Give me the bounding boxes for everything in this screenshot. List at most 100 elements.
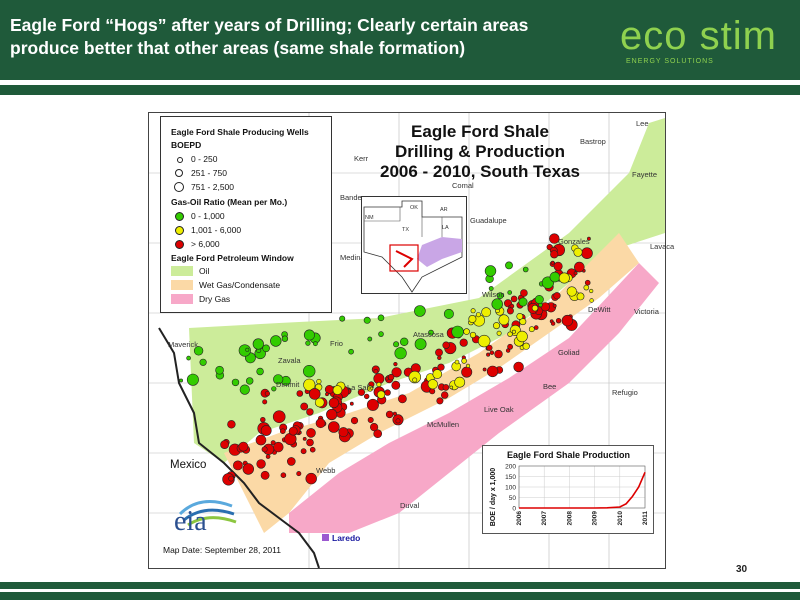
footer-bar-top: [0, 582, 800, 589]
well-marker: [520, 289, 528, 297]
well-marker: [256, 367, 264, 376]
well-marker: [256, 459, 266, 469]
well-marker: [385, 410, 394, 419]
county-label-kerr: Kerr: [354, 154, 369, 163]
county-label-refugio: Refugio: [612, 388, 638, 397]
well-marker: [408, 370, 421, 384]
well-marker: [573, 271, 578, 276]
well-marker: [573, 247, 583, 257]
well-marker: [459, 338, 468, 347]
well-marker: [511, 329, 516, 334]
well-marker: [303, 365, 316, 378]
wells-layer: [179, 233, 594, 486]
legend-gor-1: 0 - 1,000: [191, 211, 225, 221]
well-marker: [377, 314, 385, 322]
chart-ytick-label: 100: [505, 485, 516, 492]
well-marker: [314, 397, 325, 408]
well-marker: [482, 367, 487, 372]
chart-ytick-label: 50: [509, 495, 517, 502]
production-chart: Eagle Ford Shale Production 0 50 100 150 200…: [482, 445, 654, 534]
legend-gor-2: 1,001 - 6,000: [191, 225, 242, 235]
well-marker: [454, 376, 466, 388]
header-divider: [0, 85, 800, 95]
well-marker: [271, 386, 277, 392]
well-marker: [391, 380, 401, 390]
legend-heading-wells: Eagle Ford Shale Producing Wells: [171, 127, 309, 137]
well-marker: [436, 397, 444, 405]
well-marker: [486, 344, 493, 351]
map-title: Eagle Ford Shale Drilling & Production 2…: [370, 122, 590, 182]
title-line-1: Eagle Ford “Hogs” after years of Drillin…: [10, 15, 529, 35]
well-marker: [437, 363, 445, 371]
eia-text: eia: [174, 506, 207, 537]
map-title-line-1: Eagle Ford Shale: [411, 122, 549, 141]
laredo-text: Laredo: [332, 533, 361, 543]
well-marker: [261, 446, 268, 453]
well-marker: [305, 472, 317, 485]
page-number: 30: [736, 564, 748, 575]
well-marker: [242, 463, 255, 475]
well-marker: [549, 233, 560, 244]
chart-canvas: 0 50 100 150 200 2006 2007 2008 2009 2010 2011 BOE …: [490, 464, 649, 527]
well-marker: [492, 322, 500, 330]
well-marker: [270, 335, 282, 347]
county-label-guadalupe: Guadalupe: [470, 216, 507, 225]
county-label-lee: Lee: [636, 119, 649, 128]
well-marker: [429, 388, 436, 395]
county-label-atascosa: Atascosa: [413, 330, 444, 339]
well-marker: [220, 440, 229, 449]
county-label-bee: Bee: [543, 382, 557, 391]
well-marker: [555, 318, 562, 324]
county-label-live-oak: Live Oak: [484, 405, 514, 414]
well-marker: [350, 417, 359, 425]
title-line-2: produce better that other areas (same sh…: [10, 38, 466, 58]
county-label-lavaca: Lavaca: [650, 242, 675, 251]
well-marker: [478, 334, 491, 348]
well-marker: [367, 416, 374, 423]
chart-ytick-label: 200: [505, 464, 516, 471]
well-marker: [303, 378, 316, 391]
well-marker: [303, 329, 315, 341]
well-marker: [435, 348, 443, 357]
well-marker: [481, 307, 492, 318]
well-marker: [581, 247, 593, 259]
chart-xtick-label: 2007: [541, 511, 548, 526]
well-marker: [507, 331, 513, 337]
inset-map: NM OK AR TX LA: [361, 196, 467, 294]
well-marker: [518, 297, 528, 307]
map-title-line-3: 2006 - 2010, South Texas: [379, 162, 580, 181]
county-label-gonzales: Gonzales: [558, 237, 590, 246]
county-label-dewitt: DeWitt: [588, 305, 611, 314]
chart-xtick-label: 2010: [617, 511, 624, 526]
well-marker: [516, 312, 524, 320]
dry-gas-window: [289, 263, 659, 533]
well-marker: [550, 260, 555, 265]
map-canvas: [149, 113, 665, 568]
county-label-maverick: Maverick: [168, 340, 199, 349]
well-marker: [519, 318, 527, 326]
inset-label-ok: OK: [410, 205, 418, 211]
well-marker: [370, 423, 379, 432]
well-marker: [260, 425, 272, 436]
eia-logo: eia: [170, 492, 240, 540]
well-marker: [516, 330, 528, 343]
chart-ytick-label: 0: [512, 506, 516, 513]
well-marker: [252, 338, 264, 350]
well-marker: [265, 454, 271, 459]
well-marker: [498, 314, 510, 326]
well-marker: [280, 428, 286, 435]
well-marker: [215, 365, 224, 375]
well-marker: [378, 331, 384, 337]
well-marker: [326, 408, 338, 421]
well-marker: [348, 348, 354, 355]
well-marker: [507, 290, 513, 295]
well-marker: [332, 385, 343, 395]
well-marker: [199, 358, 207, 366]
well-marker: [367, 385, 374, 392]
well-marker: [306, 408, 314, 416]
well-marker: [584, 279, 591, 286]
legend-window-wet: Wet Gas/Condensate: [199, 280, 281, 290]
well-marker: [366, 398, 379, 411]
well-marker: [552, 303, 557, 308]
well-marker: [376, 381, 382, 387]
